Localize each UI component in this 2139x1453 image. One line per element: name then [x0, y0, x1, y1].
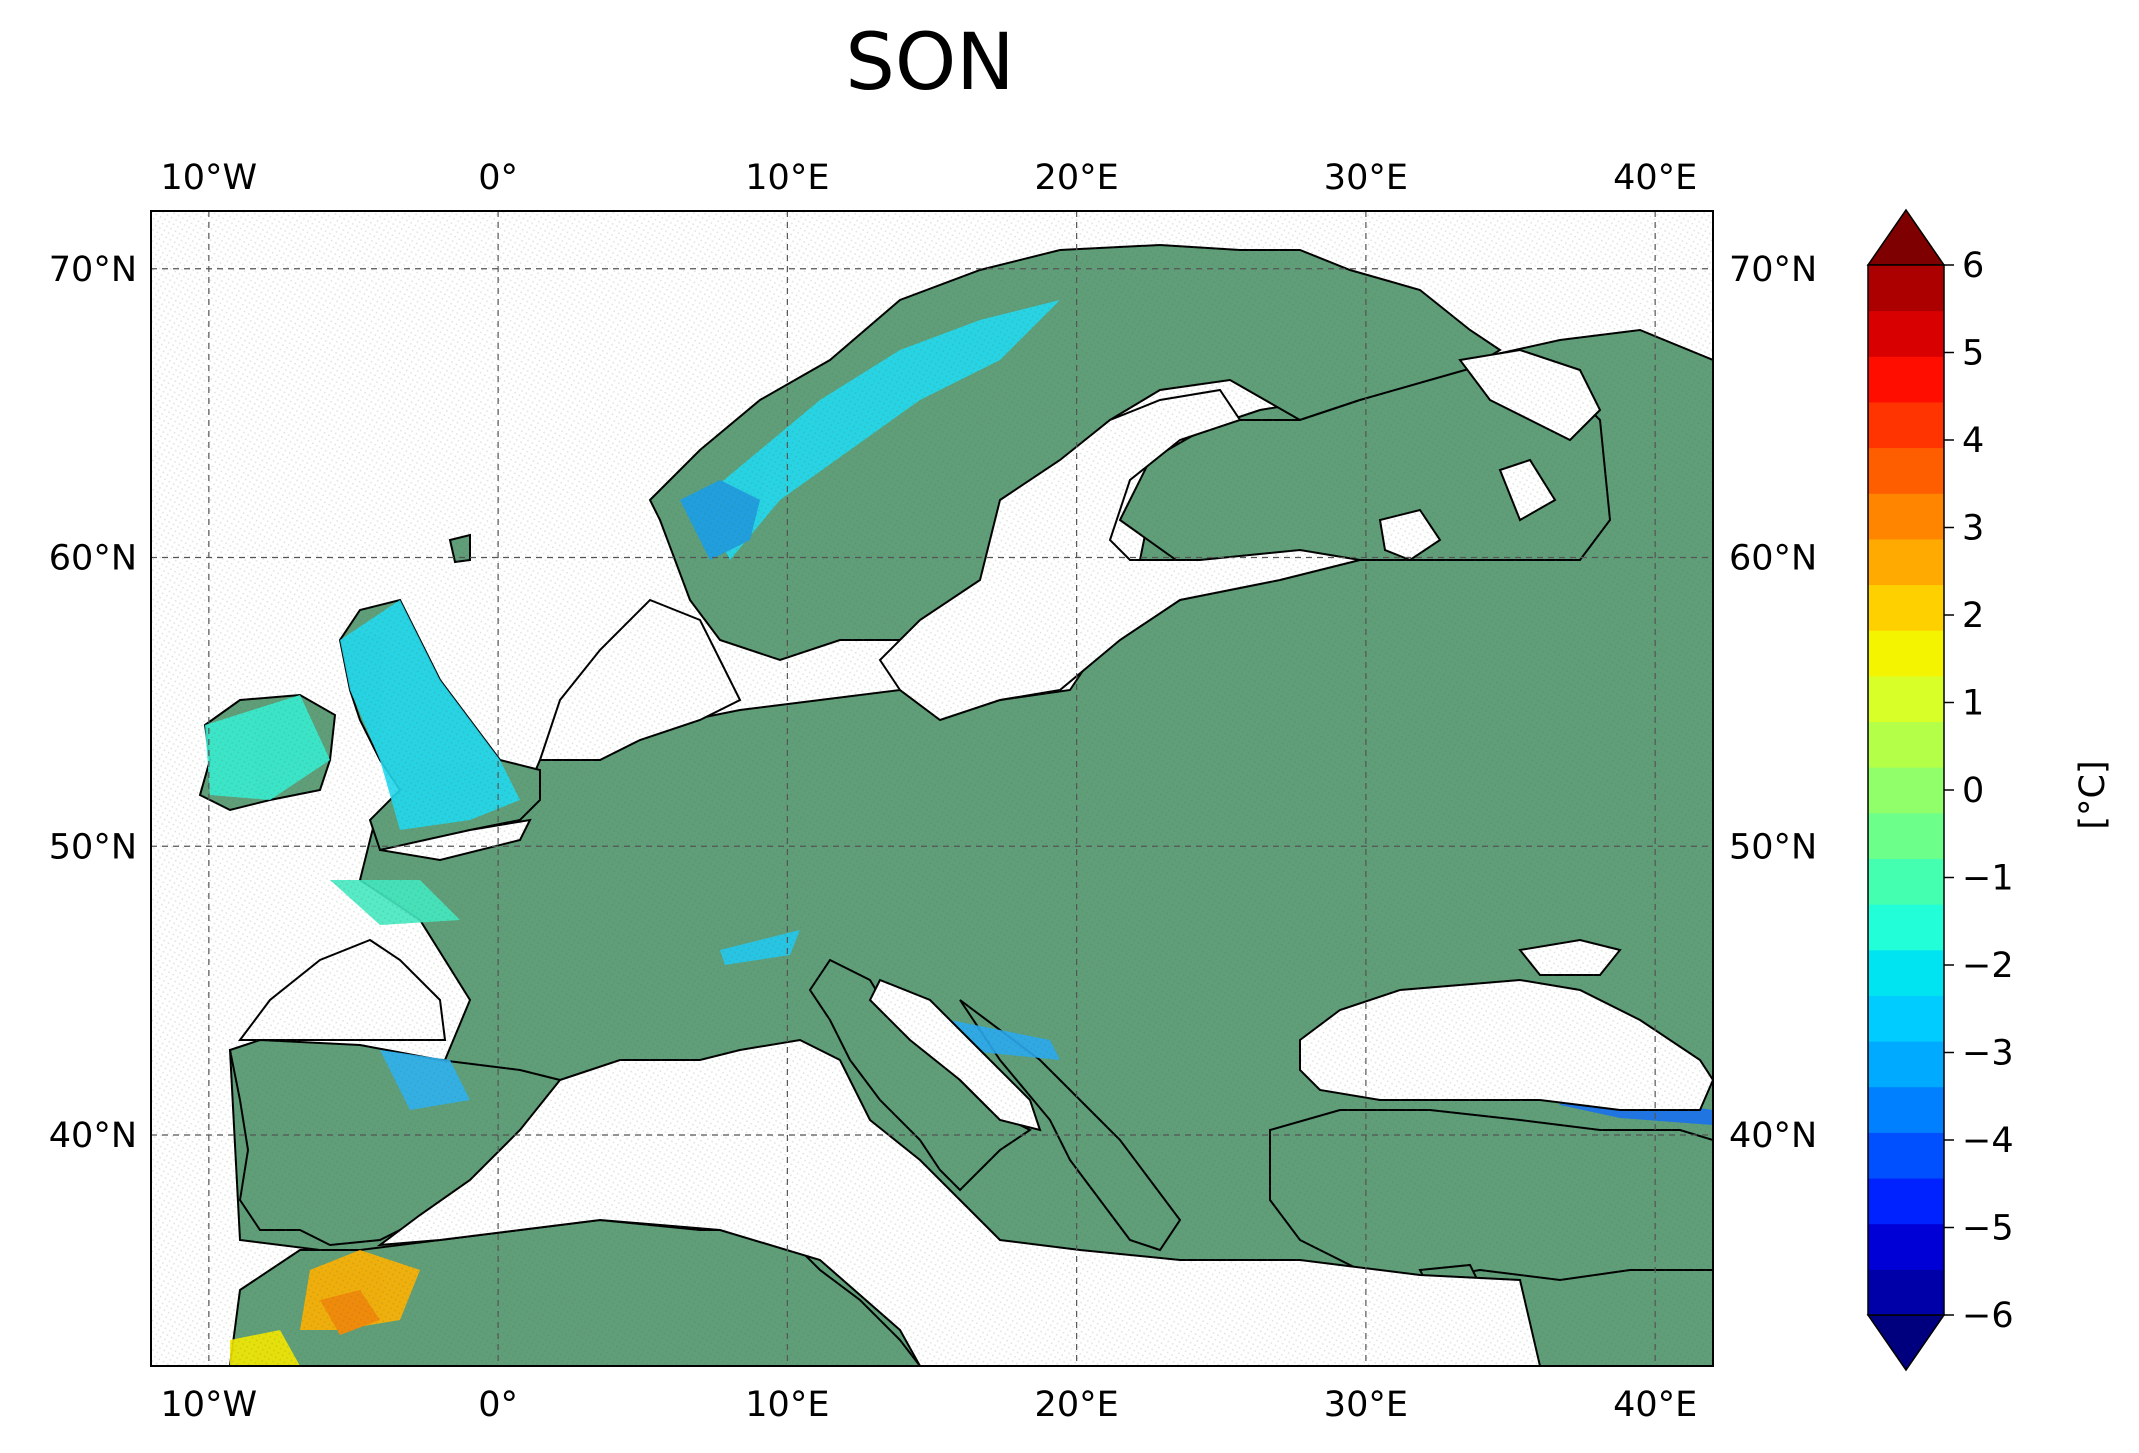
colorbar-tick-label: 6 [1962, 246, 1984, 286]
colorbar-cell [1868, 721, 1944, 768]
colorbar-cell [1868, 1086, 1944, 1133]
colorbar-label: [°C] [2073, 760, 2113, 829]
colorbar-cell [1868, 1269, 1944, 1316]
colorbar-tick-label: −4 [1962, 1121, 2014, 1161]
colorbar-tick-label: 4 [1962, 421, 1984, 461]
colorbar-cell [1868, 1041, 1944, 1088]
colorbar-extend-max [1866, 208, 1946, 266]
lon-tick-bottom: 40°E [1613, 1385, 1697, 1425]
lat-tick-right: 50°N [1729, 827, 1817, 867]
colorbar-cell [1868, 1178, 1944, 1225]
lon-tick-top: 20°E [1035, 158, 1119, 198]
colorbar-tick-label: −1 [1962, 859, 2014, 899]
map-frame [150, 210, 1714, 1367]
colorbar-cell [1868, 858, 1944, 905]
colorbar-cell [1868, 767, 1944, 814]
lon-tick-bottom: 10°W [161, 1385, 258, 1425]
colorbar-cell [1868, 447, 1944, 494]
plot-title: SON [845, 18, 1015, 108]
lon-tick-bottom: 0° [478, 1385, 518, 1425]
lat-tick-right: 60°N [1729, 539, 1817, 579]
colorbar-tick-label: 1 [1962, 684, 1984, 724]
lon-tick-top: 40°E [1613, 158, 1697, 198]
colorbar-tick-label: −3 [1962, 1034, 2014, 1074]
colorbar-tick-label: 5 [1962, 334, 1984, 374]
map-area [151, 211, 1713, 1366]
colorbar-tick-label: 2 [1962, 596, 1984, 636]
colorbar-cell [1868, 995, 1944, 1042]
lon-tick-top: 30°E [1324, 158, 1408, 198]
colorbar-tick-label: −5 [1962, 1209, 2014, 1249]
colorbar-tick-label: 3 [1962, 509, 1984, 549]
colorbar-cell [1868, 493, 1944, 540]
colorbar-cell [1868, 949, 1944, 996]
colorbar-cell [1868, 812, 1944, 859]
colorbar-cell [1868, 310, 1944, 357]
gridlines [151, 211, 1713, 1366]
colorbar-cell [1868, 356, 1944, 403]
colorbar-cell [1868, 1223, 1944, 1270]
colorbar-tick-label: −2 [1962, 946, 2014, 986]
lon-tick-top: 0° [478, 158, 518, 198]
colorbar-cell [1868, 1132, 1944, 1179]
lat-tick-left: 60°N [49, 539, 137, 579]
colorbar-cell [1868, 584, 1944, 631]
lat-tick-right: 40°N [1729, 1116, 1817, 1156]
lon-tick-bottom: 10°E [745, 1385, 829, 1425]
lon-tick-top: 10°E [745, 158, 829, 198]
colorbar-cell [1868, 675, 1944, 723]
lon-tick-bottom: 30°E [1324, 1385, 1408, 1425]
colorbar-cell [1868, 630, 1944, 677]
lat-tick-left: 50°N [49, 827, 137, 867]
colorbar-cell [1868, 538, 1944, 586]
lon-tick-bottom: 20°E [1035, 1385, 1119, 1425]
colorbar-cell [1868, 401, 1944, 449]
lon-tick-top: 10°W [161, 158, 258, 198]
colorbar-cell [1868, 265, 1944, 312]
colorbar-tick-label: −6 [1962, 1296, 2014, 1336]
tick-labels: 10°W 10°W 0° 0° 10°E 10°E 20°E 20°E 30°E 30°E 40°E… [49, 158, 1817, 1425]
lat-tick-left: 40°N [49, 1116, 137, 1156]
lat-tick-right: 70°N [1729, 250, 1817, 290]
colorbar-cell [1868, 904, 1944, 951]
lat-tick-left: 70°N [49, 250, 137, 290]
colorbar-tick-label: 0 [1962, 771, 1984, 811]
colorbar-extend-min [1866, 1314, 1946, 1372]
